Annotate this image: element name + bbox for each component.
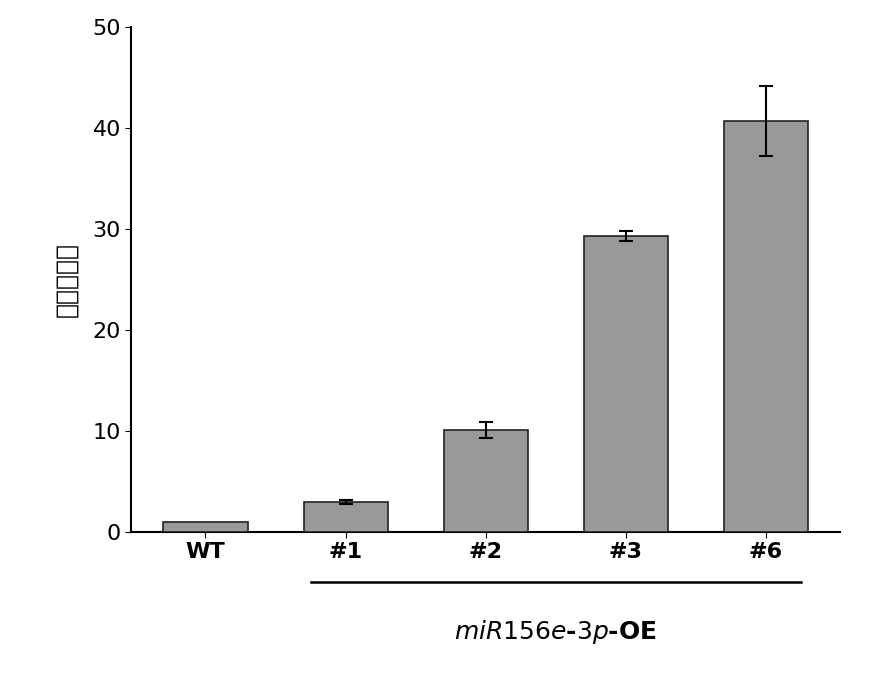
Bar [164,522,248,532]
Bar [304,502,388,532]
Bar [444,430,528,532]
Bar [724,121,808,532]
Text: $\mathit{miR156e}$-$\mathit{3p}$-OE: $\mathit{miR156e}$-$\mathit{3p}$-OE [454,618,657,646]
Y-axis label: 基因表达量: 基因表达量 [54,242,79,317]
Bar [584,236,668,532]
